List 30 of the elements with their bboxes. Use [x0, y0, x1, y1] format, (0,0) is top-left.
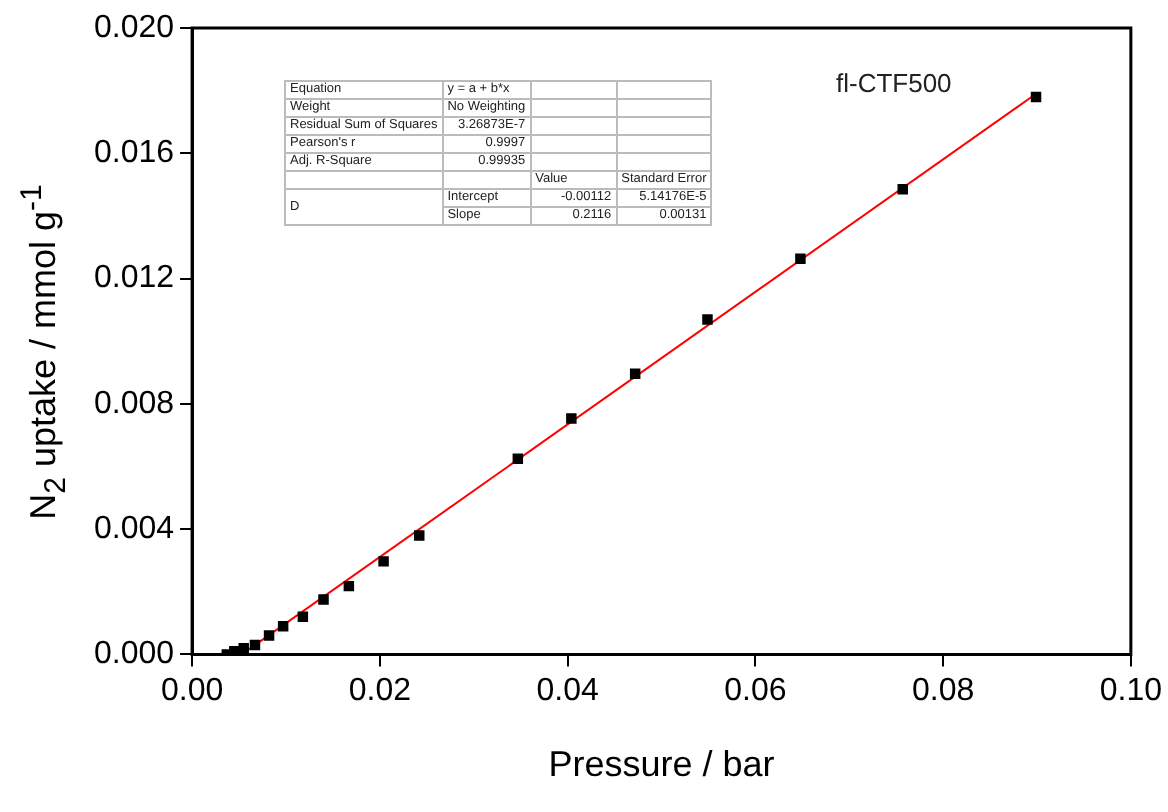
x-tick-label: 0.08	[911, 674, 975, 709]
annotation: fl-CTF500	[836, 68, 952, 98]
point	[795, 253, 806, 265]
point	[512, 453, 524, 464]
point	[566, 413, 577, 424]
y-tick-label: 0.008	[93, 386, 175, 421]
point	[1030, 91, 1042, 103]
point	[297, 611, 309, 623]
x-axis-title: Pressure / bar	[548, 744, 775, 785]
x-tick-label: 0.04	[536, 674, 599, 709]
point	[238, 642, 249, 654]
point	[343, 580, 355, 592]
y-tick-label: 0.004	[93, 511, 175, 546]
point	[629, 368, 641, 380]
point	[414, 530, 425, 541]
point	[277, 620, 289, 632]
point	[378, 556, 389, 567]
point	[318, 594, 329, 605]
y-tick-label: 0.012	[93, 261, 175, 296]
y-tick-label: 0.016	[93, 136, 175, 171]
point	[702, 314, 713, 325]
x-tick-label: 0.00	[160, 674, 224, 709]
point	[249, 639, 261, 651]
point	[263, 630, 275, 641]
x-tick-label: 0.02	[348, 674, 412, 709]
x-tick-label: 0.06	[724, 674, 787, 709]
x-tick-label: 0.10	[1099, 674, 1163, 709]
y-tick-label: 0.000	[93, 637, 175, 672]
y-tick-label: 0.020	[93, 10, 175, 45]
point	[897, 184, 908, 195]
